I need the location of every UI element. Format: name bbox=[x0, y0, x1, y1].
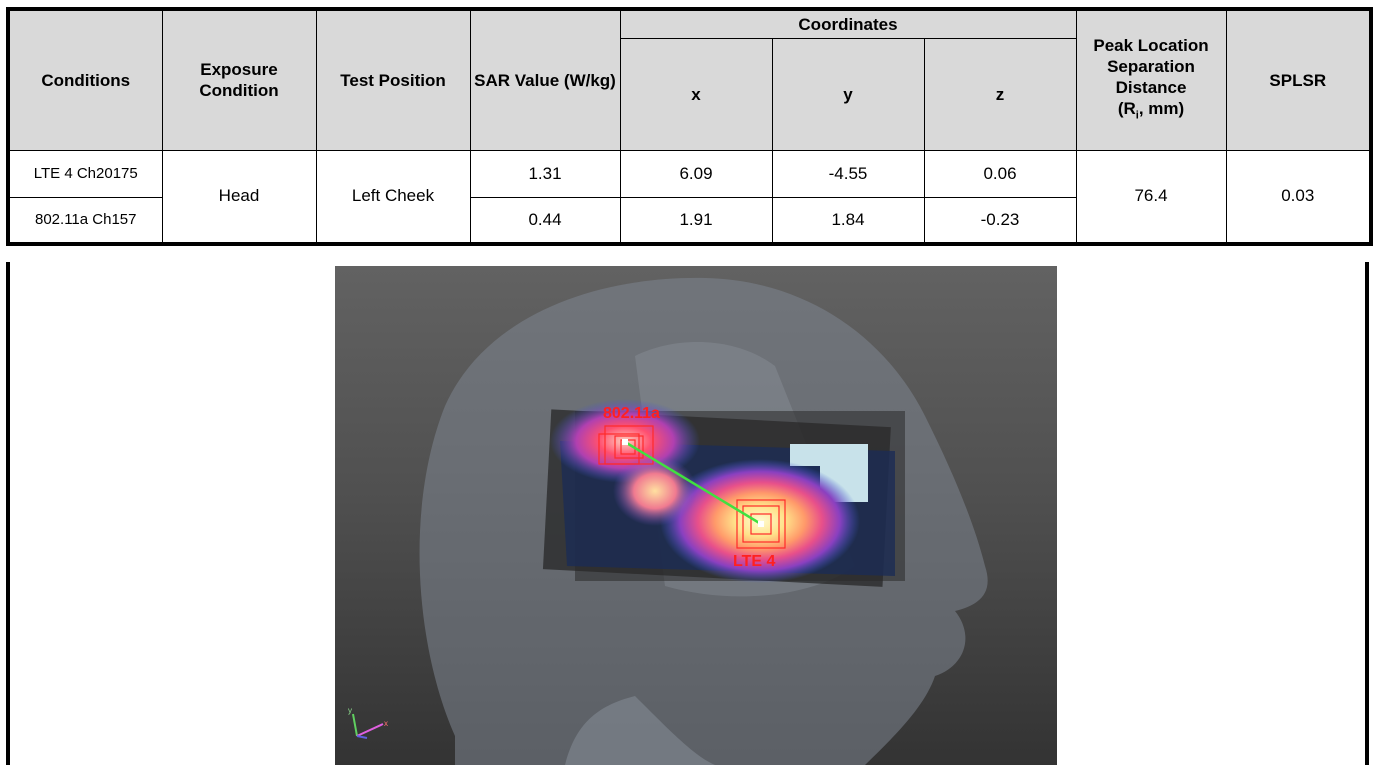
secondary-hotspot bbox=[613, 456, 697, 526]
cell-condition: 802.11a Ch157 bbox=[6, 196, 163, 246]
cell-condition: LTE 4 Ch20175 bbox=[6, 149, 163, 198]
sar-distribution-image: 802.11a LTE 4 y x bbox=[335, 266, 1057, 765]
header-z: z bbox=[923, 37, 1077, 151]
cell-sar: 1.31 bbox=[469, 149, 621, 198]
axis-label-x: x bbox=[384, 719, 388, 728]
image-area: 802.11a LTE 4 y x bbox=[6, 262, 1369, 765]
peak-location-label: Peak Location Separation Distance bbox=[1093, 35, 1209, 97]
cell-z: 0.06 bbox=[923, 149, 1077, 198]
header-splsr: SPLSR bbox=[1225, 7, 1374, 151]
cell-separation-distance: 76.4 bbox=[1075, 149, 1227, 246]
sar-plot-svg: 802.11a LTE 4 y x bbox=[348, 277, 988, 765]
header-x: x bbox=[619, 37, 773, 151]
axis-triad-icon: y x bbox=[348, 706, 388, 739]
header-test-position: Test Position bbox=[315, 7, 471, 151]
peak-location-unit: (Ri, mm) bbox=[1117, 98, 1185, 121]
cell-splsr: 0.03 bbox=[1225, 149, 1374, 246]
table-row: LTE 4 Ch20175 Head Left Cheek 1.31 6.09 … bbox=[6, 149, 1374, 246]
wifi-peak-point bbox=[622, 439, 628, 445]
cell-test-position: Left Cheek bbox=[315, 149, 471, 246]
cell-exposure-condition: Head bbox=[161, 149, 317, 246]
header-conditions: Conditions bbox=[6, 7, 163, 151]
header-coordinates: Coordinates bbox=[619, 7, 1077, 39]
cell-z: -0.23 bbox=[923, 196, 1077, 246]
lte-peak-marker-icon bbox=[736, 499, 786, 549]
header-y: y bbox=[771, 37, 925, 151]
sar-table: Conditions Exposure Condition Test Posit… bbox=[6, 7, 1374, 246]
table-row: 802.11a Ch157 0.44 1.91 1.84 -0.23 bbox=[6, 196, 1371, 246]
label-lte: LTE 4 bbox=[733, 553, 775, 570]
header-peak-location: Peak Location Separation Distance (Ri, m… bbox=[1075, 7, 1227, 151]
header-sar-value: SAR Value (W/kg) bbox=[469, 7, 621, 151]
label-wifi: 802.11a bbox=[603, 405, 660, 422]
cell-y: 1.84 bbox=[771, 196, 925, 246]
header-exposure-condition: Exposure Condition bbox=[161, 7, 317, 151]
cell-sar: 0.44 bbox=[469, 196, 621, 246]
cell-x: 1.91 bbox=[619, 196, 773, 246]
cell-x: 6.09 bbox=[619, 149, 773, 198]
wifi-peak-marker-icon bbox=[598, 425, 654, 465]
cell-y: -4.55 bbox=[771, 149, 925, 198]
lte-peak-point bbox=[758, 521, 764, 527]
separation-line bbox=[624, 440, 762, 526]
axis-label-y: y bbox=[348, 706, 352, 715]
